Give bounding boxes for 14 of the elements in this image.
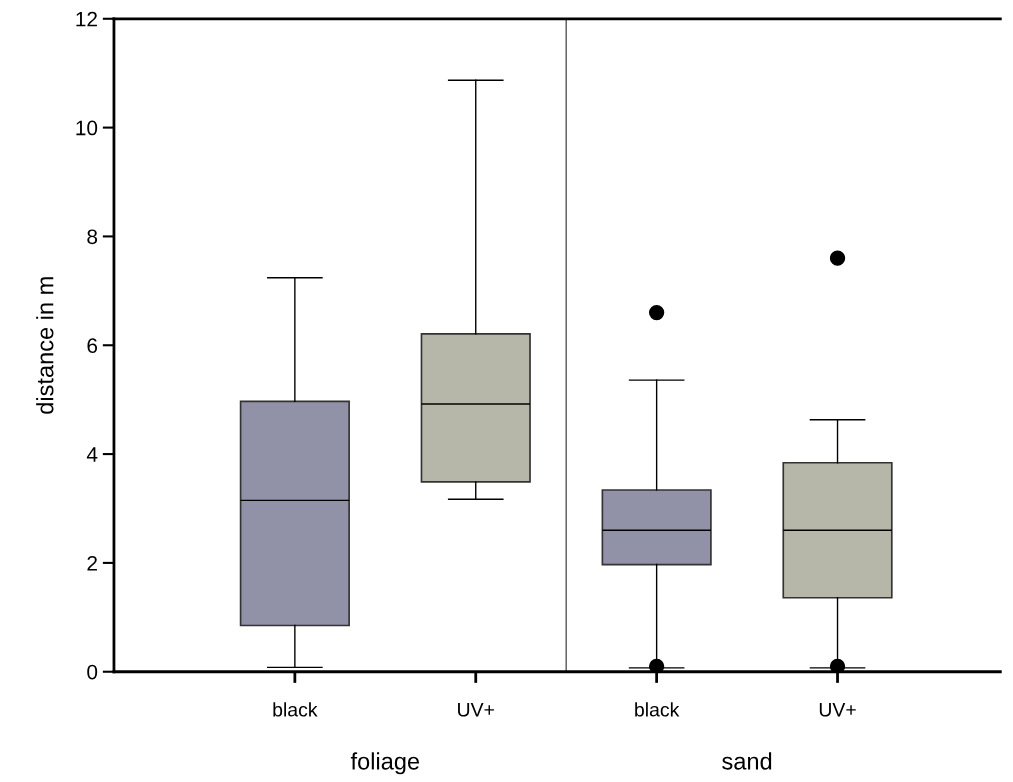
y-tick-label: 0	[87, 664, 98, 680]
x-tick-label: UV+	[819, 703, 856, 717]
y-tick-label: 10	[76, 120, 98, 136]
y-tick-label: 12	[76, 11, 97, 27]
y-tick-label: 4	[86, 447, 98, 462]
y-tick-label: 8	[87, 229, 98, 245]
text: sand	[722, 752, 772, 770]
text: foliage	[350, 752, 420, 775]
x-tick-label: black	[635, 702, 680, 717]
y-axis-title: distance in m	[36, 277, 54, 414]
y-tick-label: 6	[87, 338, 98, 354]
x-tick-label: UV+	[458, 703, 494, 717]
x-tick-label: black	[273, 702, 318, 717]
y-tick-label: 2	[87, 555, 97, 571]
